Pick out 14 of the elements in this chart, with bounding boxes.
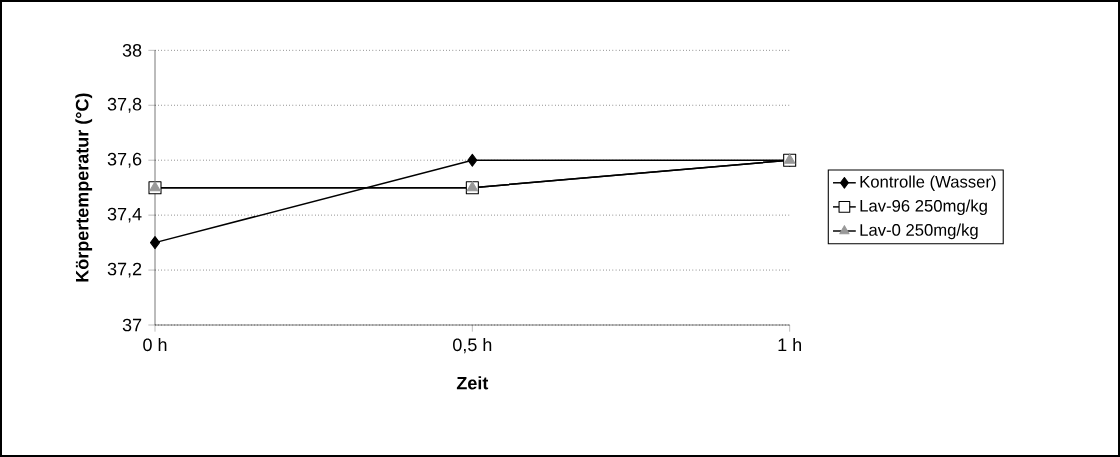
y-tick-label: 38 — [122, 43, 142, 57]
y-axis-title: Körpertemperatur (°C) — [75, 93, 93, 282]
y-tick-label: 37,8 — [107, 97, 142, 113]
x-tick-label: 1 h — [778, 337, 801, 351]
y-tick-label: 37,6 — [107, 152, 142, 168]
legend-label: Lav-0 250mg/kg — [860, 223, 978, 240]
x-axis-title: Zeit — [456, 376, 489, 390]
legend-label: Kontrolle (Wasser) — [860, 175, 996, 191]
x-tick-label: 0,5 h — [453, 337, 492, 354]
x-tick-label: 0 h — [143, 337, 167, 352]
y-tick-label: 37,4 — [107, 207, 142, 223]
y-tick-label: 37 — [122, 318, 142, 332]
legend-label: Lav-96 250mg/kg — [860, 199, 987, 216]
y-tick-label: 37,2 — [107, 262, 142, 278]
